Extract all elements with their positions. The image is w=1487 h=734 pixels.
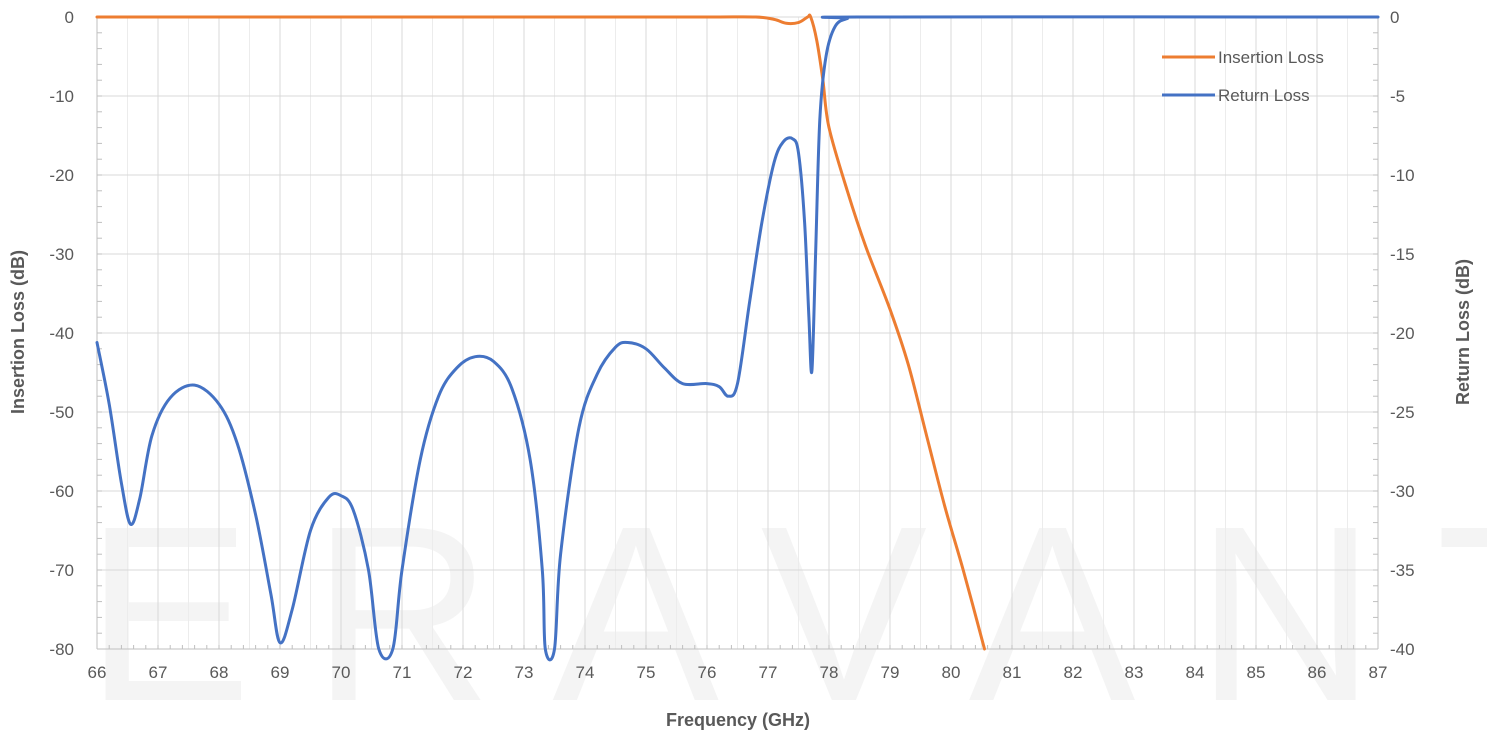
right-y-tick-label: 0	[1390, 8, 1399, 27]
x-tick-label: 86	[1308, 663, 1327, 682]
left-y-tick-label: -30	[49, 245, 74, 264]
series-lines	[95, 13, 1380, 662]
x-tick-label: 84	[1186, 663, 1205, 682]
legend-label-return-loss: Return Loss	[1218, 86, 1310, 105]
x-tick-label: 67	[149, 663, 168, 682]
left-y-tick-label: -40	[49, 324, 74, 343]
series-line-return-loss	[95, 15, 1380, 662]
watermark: ERAVANT	[85, 474, 1487, 734]
x-tick-label: 85	[1247, 663, 1266, 682]
axes	[96, 16, 1379, 650]
grid	[96, 16, 1379, 650]
left-y-axis-ticks: 0 -10 -20 -30 -40 -50 -60 -70 -80	[49, 8, 74, 659]
x-tick-label: 75	[637, 663, 656, 682]
x-tick-label: 76	[698, 663, 717, 682]
right-y-tick-label: -40	[1390, 640, 1415, 659]
right-y-tick-label: -15	[1390, 245, 1415, 264]
x-tick-label: 66	[88, 663, 107, 682]
right-y-tick-label: -25	[1390, 403, 1415, 422]
x-tick-label: 77	[759, 663, 778, 682]
left-y-tick-label: -50	[49, 403, 74, 422]
left-y-tick-label: 0	[65, 8, 74, 27]
x-tick-label: 70	[332, 663, 351, 682]
right-y-axis-ticks: 0 -5 -10 -15 -20 -25 -30 -35 -40	[1390, 8, 1415, 659]
legend: Insertion Loss Return Loss	[1162, 48, 1324, 105]
right-y-tick-label: -10	[1390, 166, 1415, 185]
legend-label-insertion-loss: Insertion Loss	[1218, 48, 1324, 67]
left-y-tick-label: -70	[49, 561, 74, 580]
x-tick-label: 79	[881, 663, 900, 682]
right-y-tick-label: -5	[1390, 87, 1405, 106]
right-y-axis-title: Return Loss (dB)	[1453, 259, 1473, 405]
right-y-tick-label: -35	[1390, 561, 1415, 580]
right-y-tick-label: -30	[1390, 482, 1415, 501]
x-tick-label: 80	[942, 663, 961, 682]
series-line-insertion-loss	[95, 13, 986, 651]
x-tick-label: 71	[393, 663, 412, 682]
x-tick-label: 72	[454, 663, 473, 682]
x-tick-label: 81	[1003, 663, 1022, 682]
x-tick-label: 74	[576, 663, 595, 682]
left-y-tick-label: -60	[49, 482, 74, 501]
x-tick-label: 87	[1369, 663, 1388, 682]
right-y-tick-label: -20	[1390, 324, 1415, 343]
left-y-tick-label: -80	[49, 640, 74, 659]
x-tick-label: 78	[820, 663, 839, 682]
x-axis-title: Frequency (GHz)	[666, 710, 810, 730]
left-y-tick-label: -20	[49, 166, 74, 185]
x-tick-label: 69	[271, 663, 290, 682]
x-tick-label: 83	[1125, 663, 1144, 682]
x-tick-label: 68	[210, 663, 229, 682]
x-tick-label: 73	[515, 663, 534, 682]
left-y-axis-title: Insertion Loss (dB)	[8, 250, 28, 414]
left-y-tick-label: -10	[49, 87, 74, 106]
x-axis-ticks: 66 67 68 69 70 71 72 73 74 75 76 77 78 79 80 81 82 83 84 85…	[88, 663, 1388, 682]
x-tick-label: 82	[1064, 663, 1083, 682]
